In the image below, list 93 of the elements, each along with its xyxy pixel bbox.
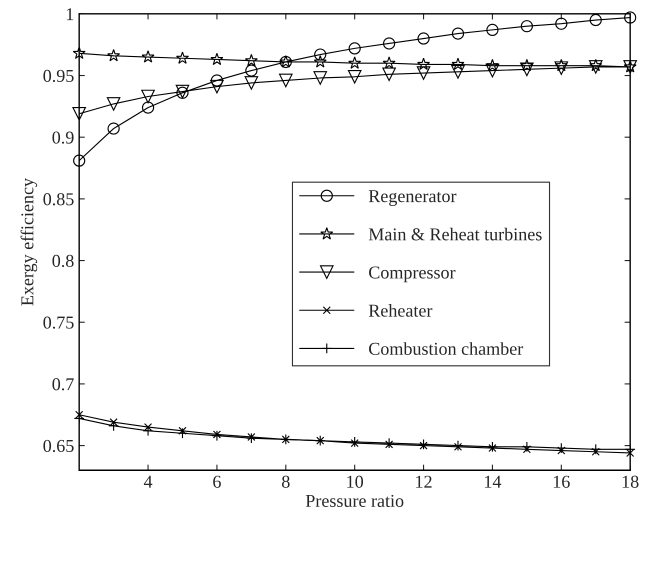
point (556, 442, 567, 454)
point (73, 154, 86, 167)
legend-label: Combustion chamber (369, 342, 524, 355)
point (142, 425, 154, 436)
y-tick-label: 0.85 (43, 193, 74, 206)
point (487, 441, 498, 452)
point (313, 71, 328, 85)
x-tick-label: 8 (282, 476, 290, 488)
point (108, 122, 120, 135)
y-axis-title: Exergy efficiency (20, 178, 38, 306)
point (314, 55, 327, 68)
point (555, 18, 568, 30)
x-tick-label: 6 (213, 476, 221, 488)
point (350, 439, 359, 448)
point (247, 432, 256, 441)
point (554, 58, 568, 72)
point (416, 66, 430, 80)
x-tick-label: 4 (144, 476, 152, 488)
point (454, 442, 462, 451)
point (521, 441, 532, 452)
point (520, 20, 533, 32)
y-tick-label: 0.7 (52, 378, 74, 390)
point (417, 58, 430, 70)
point (142, 50, 155, 63)
point (348, 56, 362, 69)
x-axis-title: Pressure ratio (306, 494, 404, 507)
point (520, 62, 534, 76)
y-tick-label: 0.95 (43, 70, 74, 82)
y-tick-label: 0.75 (43, 316, 74, 329)
point (314, 48, 326, 61)
x-tick-label: 16 (554, 476, 570, 488)
point (382, 67, 396, 82)
legend-label: Main & Reheat turbines (368, 228, 542, 240)
x-tick-label: 18 (622, 476, 639, 488)
point (245, 64, 258, 77)
point (590, 14, 602, 26)
point (417, 32, 430, 45)
point (520, 58, 534, 72)
point (420, 442, 428, 450)
point (72, 46, 86, 59)
point (210, 52, 224, 66)
point (212, 430, 222, 442)
point (210, 80, 224, 94)
point (106, 97, 120, 111)
y-tick-label: 0.8 (52, 254, 74, 268)
legend-label: Reheater (368, 304, 432, 317)
point (246, 432, 257, 444)
point (554, 61, 568, 75)
point (177, 428, 188, 439)
point (590, 444, 602, 455)
point (210, 74, 224, 87)
legend-label: Compressor (369, 266, 456, 282)
point (72, 106, 86, 121)
y-tick-label: 0.65 (43, 440, 74, 452)
point (178, 426, 187, 435)
y-tick-label: 1 (66, 8, 74, 20)
point (451, 65, 465, 79)
x-tick-label: 10 (347, 476, 364, 488)
point (624, 11, 636, 24)
point (142, 101, 154, 114)
point (488, 444, 496, 452)
point (212, 430, 221, 439)
point (382, 56, 396, 69)
point (592, 448, 600, 456)
x-tick-label: 12 (416, 476, 432, 488)
point (418, 438, 429, 450)
point (452, 27, 464, 40)
point (348, 70, 362, 84)
point (141, 90, 155, 104)
point (384, 438, 395, 449)
point (588, 60, 603, 74)
point (348, 42, 361, 54)
point (626, 448, 634, 458)
point (451, 58, 464, 70)
y-tick-label: 0.9 (52, 131, 74, 144)
point (107, 48, 120, 62)
point (486, 24, 499, 36)
point (452, 440, 464, 451)
point (349, 436, 360, 448)
point (385, 440, 394, 448)
point (108, 420, 120, 432)
point (486, 64, 500, 78)
legend-label: Regenerator (368, 190, 456, 206)
point (522, 445, 531, 454)
point (589, 58, 602, 72)
point (486, 58, 499, 72)
point (176, 51, 189, 64)
point (244, 54, 258, 66)
x-tick-label: 14 (484, 476, 502, 488)
point (383, 37, 396, 50)
point (557, 446, 566, 455)
point (244, 76, 258, 90)
point (279, 74, 293, 88)
